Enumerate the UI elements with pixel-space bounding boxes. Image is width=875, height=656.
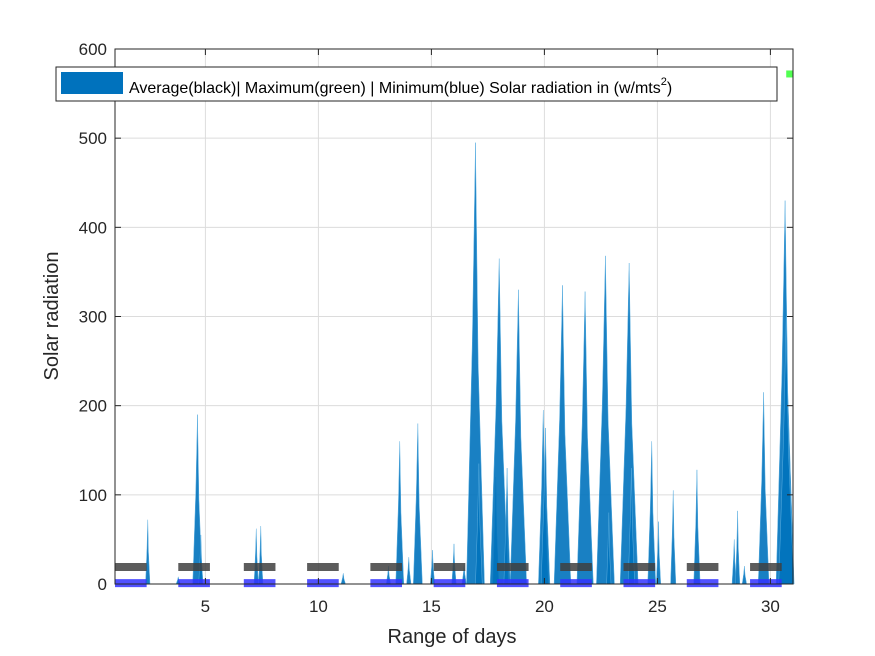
legend-swatch xyxy=(61,72,123,94)
legend: Average(black)| Maximum(green) | Minimum… xyxy=(55,66,778,102)
x-tick-label: 5 xyxy=(201,597,210,616)
legend-label-superscript: 2 xyxy=(661,76,667,88)
legend-label: Average(black)| Maximum(green) | Minimum… xyxy=(129,76,672,97)
x-tick-label: 25 xyxy=(648,597,667,616)
y-tick-label: 200 xyxy=(79,397,107,416)
y-tick-label: 600 xyxy=(79,40,107,59)
x-tick-label: 10 xyxy=(309,597,328,616)
x-tick-label: 15 xyxy=(422,597,441,616)
legend-label-close: ) xyxy=(667,80,672,97)
y-tick-label: 400 xyxy=(79,218,107,237)
y-tick-label: 300 xyxy=(79,308,107,327)
y-axis-label: Solar radiation xyxy=(41,252,63,381)
y-axis-ticks: 0 100 200 300 400 500 600 xyxy=(79,40,793,594)
legend-label-main: Average(black)| Maximum(green) | Minimum… xyxy=(129,80,661,97)
grid-lines xyxy=(115,49,793,584)
y-tick-label: 500 xyxy=(79,129,107,148)
x-axis-label: Range of days xyxy=(388,626,517,648)
y-tick-label: 100 xyxy=(79,486,107,505)
legend-box xyxy=(55,66,778,102)
x-tick-label: 20 xyxy=(535,597,554,616)
y-tick-label: 0 xyxy=(98,575,107,594)
x-axis-ticks: 5 10 15 20 25 30 xyxy=(201,49,780,616)
x-tick-label: 30 xyxy=(761,597,780,616)
